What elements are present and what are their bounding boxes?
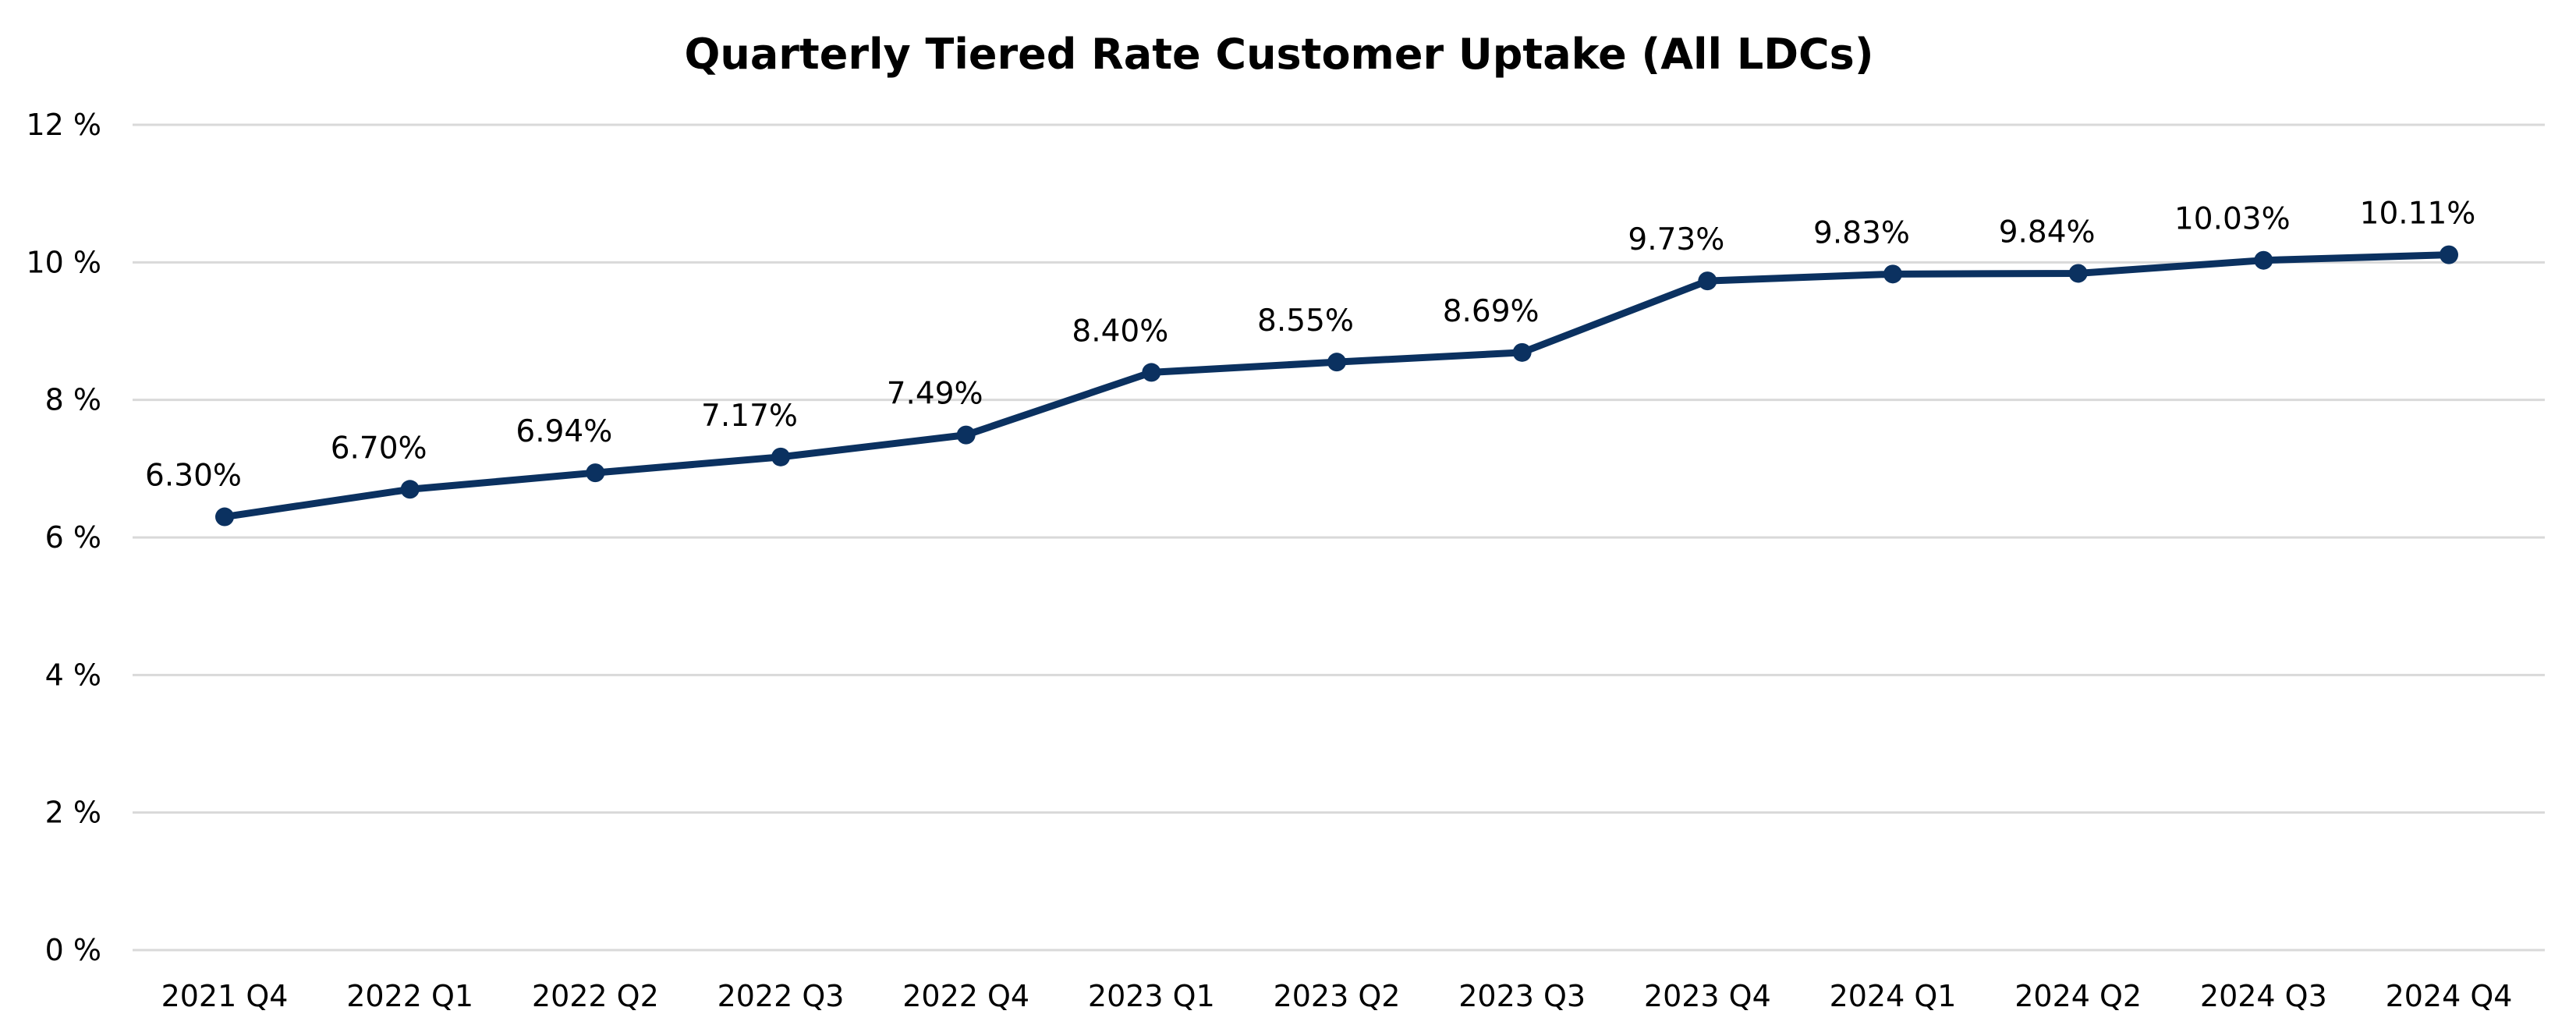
data-label: 6.30% (145, 459, 242, 494)
x-tick-label: 2023 Q3 (1458, 979, 1586, 1013)
data-point (1142, 363, 1161, 382)
data-label: 9.83% (1813, 215, 1910, 250)
data-point (400, 480, 420, 499)
data-point (1883, 264, 1902, 284)
data-point (1698, 271, 1717, 291)
x-tick-label: 2022 Q2 (532, 979, 659, 1013)
x-tick-label: 2024 Q1 (1830, 979, 1957, 1013)
y-tick-label: 10 % (26, 245, 101, 279)
y-tick-label: 6 % (45, 520, 101, 555)
x-tick-label: 2023 Q1 (1088, 979, 1215, 1013)
data-point (2068, 264, 2088, 283)
x-tick-label: 2022 Q1 (346, 979, 473, 1013)
y-tick-label: 4 % (45, 658, 101, 692)
x-tick-label: 2022 Q4 (902, 979, 1029, 1013)
y-axis-ticks: 0 % 2 % 4 % 6 % 8 % 10 % 12 % (26, 108, 101, 967)
data-labels: 6.30% 6.70% 6.94% 7.17% 7.49% 8.40% 8.55% 8.69%… (145, 197, 2475, 494)
gridlines (133, 123, 2545, 952)
y-tick-label: 12 % (26, 108, 101, 142)
data-label: 8.40% (1072, 314, 1168, 349)
data-point (771, 447, 790, 466)
y-tick-label: 0 % (45, 933, 101, 967)
y-tick-label: 2 % (45, 796, 101, 830)
x-tick-label: 2024 Q2 (2014, 979, 2142, 1013)
data-point (586, 463, 605, 483)
y-tick-label: 8 % (45, 383, 101, 417)
data-label: 8.55% (1257, 303, 1354, 339)
data-label: 8.69% (1443, 294, 1540, 329)
data-label: 9.84% (1999, 215, 2096, 250)
data-label: 7.17% (701, 399, 798, 434)
data-point (2254, 250, 2273, 270)
data-point (1327, 353, 1346, 372)
data-label: 10.11% (2360, 197, 2476, 232)
data-point (2440, 245, 2458, 264)
data-point (956, 425, 976, 445)
data-points (215, 245, 2458, 527)
x-tick-label: 2024 Q4 (2386, 979, 2513, 1013)
data-label: 6.70% (331, 431, 427, 466)
x-tick-label: 2023 Q2 (1274, 979, 1401, 1013)
x-axis-ticks: 2021 Q4 2022 Q1 2022 Q2 2022 Q3 2022 Q4 2023 … (161, 979, 2513, 1013)
data-label: 10.03% (2174, 202, 2291, 237)
data-label: 6.94% (516, 414, 612, 449)
x-tick-label: 2021 Q4 (161, 979, 289, 1013)
data-label: 9.73% (1628, 222, 1724, 257)
data-point (215, 507, 234, 527)
x-tick-label: 2023 Q4 (1644, 979, 1771, 1013)
x-tick-label: 2022 Q3 (718, 979, 845, 1013)
data-label: 7.49% (887, 377, 983, 412)
data-point (1512, 342, 1532, 362)
chart-title: Quarterly Tiered Rate Customer Uptake (A… (685, 30, 1874, 79)
x-tick-label: 2024 Q3 (2200, 979, 2327, 1013)
